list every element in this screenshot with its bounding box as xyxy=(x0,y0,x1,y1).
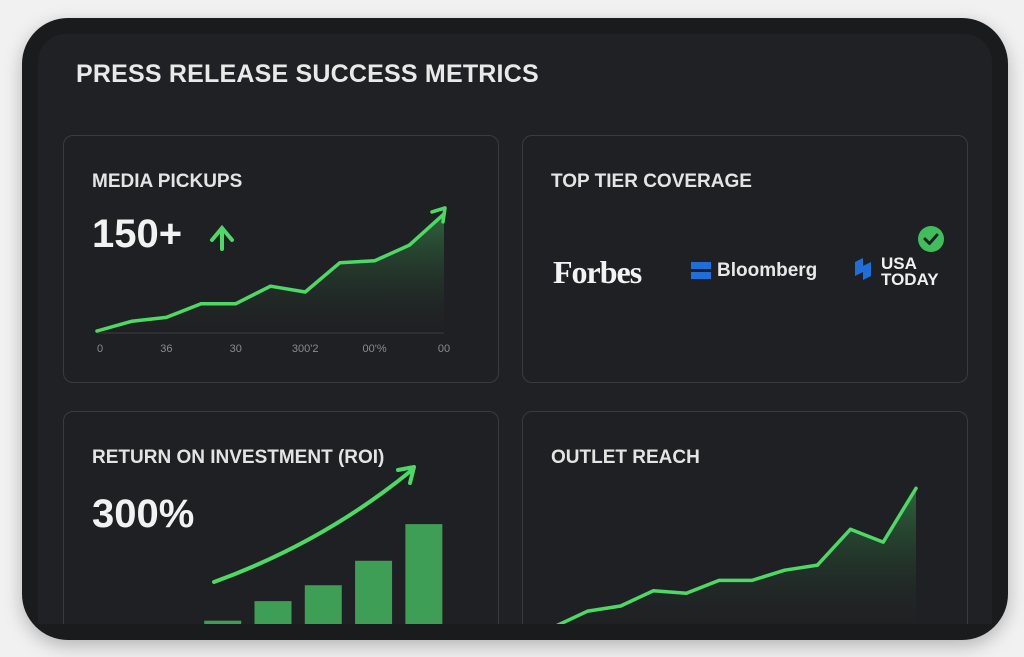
top-tier-title: TOP TIER COVERAGE xyxy=(551,171,752,192)
bloomberg-logo: Bloomberg xyxy=(691,260,817,282)
usa-today-line1: USA xyxy=(881,254,917,273)
data-point xyxy=(815,563,820,567)
bloomberg-label: Bloomberg xyxy=(717,260,818,281)
data-point xyxy=(199,302,203,306)
x-tick-label: 36 xyxy=(160,343,172,355)
data-point xyxy=(684,591,688,595)
roi-title: RETURN ON INVESTMENT (ROI) xyxy=(92,447,385,468)
area-fill xyxy=(97,213,444,333)
data-point xyxy=(586,609,590,613)
data-point xyxy=(303,290,307,294)
outlet-reach-chart: 0 300% 300'2 100'2 100% 103 xyxy=(556,486,918,624)
data-point xyxy=(164,315,168,319)
dashboard-screen: PRESS RELEASE SUCCESS METRICS MEDIA PICK… xyxy=(38,34,992,624)
x-tick-label: 00 xyxy=(438,343,450,355)
top-tier-coverage-card[interactable]: TOP TIER COVERAGE Forbes Bloomberg USA T… xyxy=(522,135,968,383)
outlet-reach-title: OUTLET REACH xyxy=(551,447,700,468)
data-point xyxy=(234,302,238,306)
forbes-logo: Forbes xyxy=(553,254,642,290)
data-point xyxy=(619,604,623,608)
bar xyxy=(204,620,242,624)
page-title: PRESS RELEASE SUCCESS METRICS xyxy=(76,60,539,88)
data-point xyxy=(95,329,99,333)
usa-today-mark-icon xyxy=(855,258,871,280)
data-point xyxy=(717,578,721,583)
x-tick-label: 30 xyxy=(230,343,242,355)
roi-value: 300% xyxy=(92,492,195,536)
data-point xyxy=(914,486,918,490)
media-pickups-title: MEDIA PICKUPS xyxy=(92,171,243,192)
data-point xyxy=(651,589,656,593)
bloomberg-mark-icon xyxy=(691,262,711,280)
media-pickups-chart: 0 36 30 300'2 00'% 00 xyxy=(95,206,450,355)
check-icon xyxy=(918,226,944,252)
arrowhead-icon xyxy=(430,206,447,224)
data-point xyxy=(338,261,342,265)
media-pickups-card[interactable]: MEDIA PICKUPS 150+ 0 36 30 300'2 00'% 00 xyxy=(63,135,499,383)
data-point xyxy=(373,259,377,263)
series-line xyxy=(556,486,918,624)
data-point xyxy=(783,568,787,572)
trend-arrow-icon xyxy=(212,465,416,584)
bar xyxy=(304,585,342,624)
bar xyxy=(254,601,292,624)
data-point xyxy=(848,527,852,531)
data-point xyxy=(268,284,273,288)
bar xyxy=(405,524,443,624)
media-pickups-value: 150+ xyxy=(92,212,183,256)
area-fill xyxy=(560,488,916,624)
outlet-reach-card[interactable]: OUTLET REACH 0 300% 300'2 100'2 100% 103 xyxy=(522,411,968,624)
data-point xyxy=(881,540,885,544)
up-arrow-icon xyxy=(210,224,234,251)
roi-chart: 0 8% 100% 36 30 28 25 xyxy=(204,465,443,624)
x-tick-label: 300'2 xyxy=(292,343,319,355)
data-point xyxy=(750,578,754,583)
roi-card[interactable]: RETURN ON INVESTMENT (ROI) 300% 0 8% 100% 3… xyxy=(63,411,499,624)
usa-today-line2: TODAY xyxy=(881,270,939,289)
data-point xyxy=(130,319,134,323)
x-tick-label: 0 xyxy=(97,343,103,355)
data-point xyxy=(407,243,411,247)
x-tick-label: 00'% xyxy=(363,343,387,355)
bar xyxy=(355,560,393,624)
